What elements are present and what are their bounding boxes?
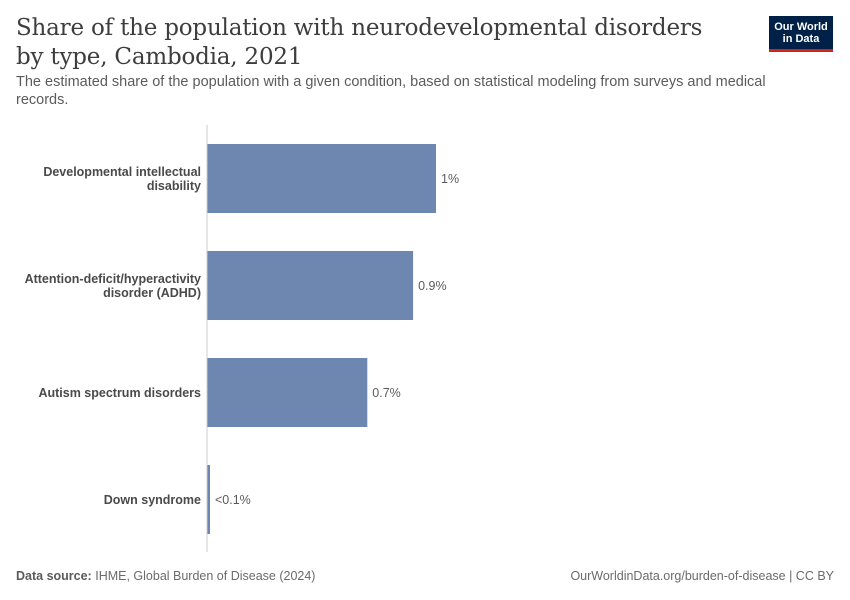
logo-line-1: Our World — [774, 21, 828, 33]
bar-2[interactable] — [207, 358, 368, 427]
value-label-1: 0.9% — [418, 279, 447, 293]
data-source: Data source: IHME, Global Burden of Dise… — [16, 569, 315, 583]
value-label-3: <0.1% — [215, 493, 251, 507]
data-source-text[interactable]: IHME, Global Burden of Disease (2024) — [95, 569, 316, 583]
bar-3[interactable] — [207, 465, 210, 534]
category-label-2: Autism spectrum disorders — [38, 386, 201, 400]
value-label-2: 0.7% — [372, 386, 401, 400]
category-label-3: Down syndrome — [104, 493, 201, 507]
value-label-0: 1% — [441, 172, 459, 186]
footer-link[interactable]: OurWorldinData.org/burden-of-disease | C… — [570, 569, 834, 583]
chart-title: Share of the population with neurodevelo… — [16, 15, 703, 70]
category-label-0: Developmental intellectual disability — [43, 165, 201, 193]
chart-subtitle: The estimated share of the population wi… — [16, 74, 766, 108]
data-source-label: Data source: — [16, 569, 92, 583]
category-label-1: Attention-deficit/hyperactivity disorder … — [25, 272, 201, 300]
bar-1[interactable] — [207, 251, 414, 320]
logo-line-2: in Data — [782, 33, 820, 45]
bar-0[interactable] — [207, 144, 436, 213]
owid-logo[interactable]: Our World in Data — [769, 16, 833, 52]
